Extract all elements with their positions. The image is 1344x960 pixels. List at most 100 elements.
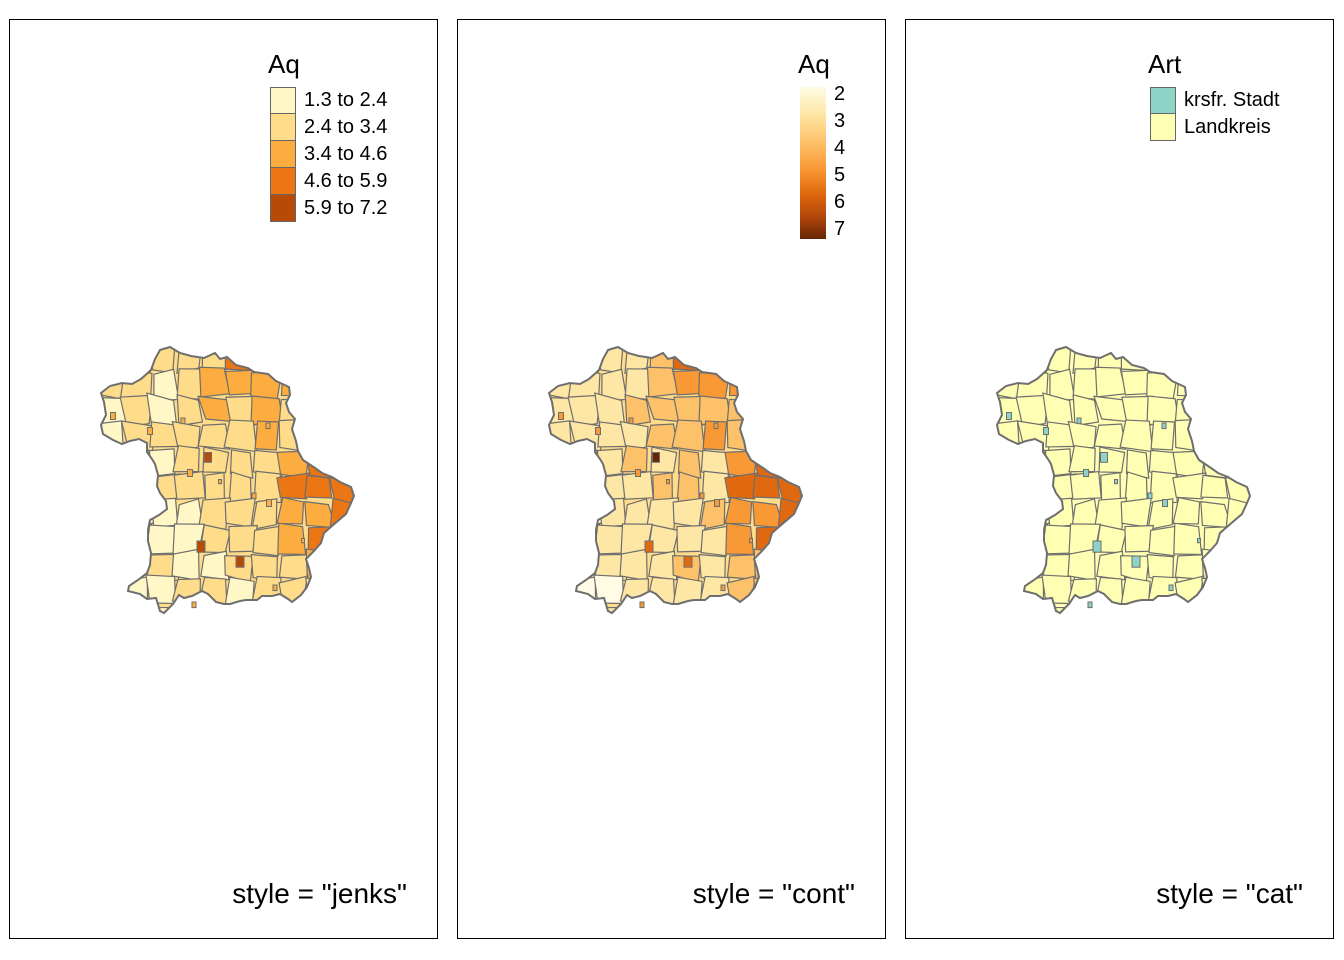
district-region bbox=[1199, 395, 1227, 427]
district-region bbox=[362, 369, 384, 394]
district-region bbox=[801, 496, 802, 532]
district-region bbox=[1224, 549, 1250, 581]
district-region bbox=[1172, 496, 1201, 525]
district-region bbox=[358, 421, 383, 451]
legend-item-label: 2.4 to 3.4 bbox=[304, 116, 388, 138]
district-region bbox=[1201, 422, 1231, 451]
legend-item: 5.9 to 7.2 bbox=[270, 195, 387, 222]
district-region bbox=[619, 548, 648, 582]
state-border bbox=[995, 345, 1252, 615]
district-region bbox=[648, 550, 678, 581]
district-region bbox=[645, 601, 677, 613]
district-region bbox=[101, 347, 126, 375]
district-region bbox=[1200, 474, 1229, 499]
city-district bbox=[628, 417, 634, 425]
district-region bbox=[697, 600, 729, 613]
district-region bbox=[228, 471, 252, 504]
district-region bbox=[775, 525, 802, 557]
district-region bbox=[1067, 420, 1097, 450]
city-district bbox=[266, 499, 272, 507]
style-caption: style = "cat" bbox=[1156, 878, 1303, 909]
city-district bbox=[110, 412, 116, 420]
district-region bbox=[101, 471, 123, 504]
district-region bbox=[672, 369, 703, 396]
district-region bbox=[549, 527, 576, 558]
district-region bbox=[360, 529, 387, 557]
legend-item-label: krsfr. Stadt bbox=[1184, 89, 1280, 111]
district-region bbox=[276, 472, 311, 500]
city-district bbox=[196, 540, 206, 553]
city-district bbox=[644, 540, 654, 553]
district-region bbox=[249, 600, 281, 613]
city-district bbox=[218, 479, 222, 485]
legend-swatch bbox=[1150, 87, 1176, 114]
district-region bbox=[1253, 552, 1281, 583]
district-region bbox=[808, 529, 835, 557]
legend-item: 2.4 to 3.4 bbox=[270, 114, 387, 141]
district-region bbox=[1174, 398, 1205, 424]
city-district bbox=[235, 555, 245, 568]
district-region bbox=[1254, 421, 1279, 451]
district-region bbox=[698, 575, 730, 610]
district-region bbox=[332, 420, 354, 450]
district-region bbox=[1067, 548, 1096, 582]
city-district bbox=[187, 469, 193, 477]
city-district bbox=[1092, 540, 1102, 553]
district-region bbox=[672, 497, 704, 528]
district-region bbox=[101, 575, 124, 608]
city-district bbox=[1168, 584, 1174, 592]
legend-item: 3.4 to 4.6 bbox=[270, 141, 387, 168]
district-region bbox=[254, 347, 279, 374]
district-region bbox=[1145, 600, 1177, 613]
district-region bbox=[780, 420, 802, 450]
district-region bbox=[751, 395, 779, 427]
legend-tick-label: 4 bbox=[834, 137, 846, 159]
city-district bbox=[1114, 479, 1118, 485]
city-district bbox=[1043, 427, 1049, 435]
district-region bbox=[172, 445, 200, 473]
district-region bbox=[101, 600, 127, 613]
district-region bbox=[777, 605, 802, 613]
district-region bbox=[151, 606, 177, 613]
district-region bbox=[119, 603, 149, 613]
district-region bbox=[276, 496, 305, 525]
district-region bbox=[1148, 524, 1180, 557]
district-region bbox=[1228, 574, 1250, 610]
district-region bbox=[120, 420, 154, 452]
district-region bbox=[1146, 395, 1180, 426]
district-region bbox=[1016, 420, 1050, 452]
city-district bbox=[180, 417, 186, 425]
district-region bbox=[810, 369, 832, 394]
district-region bbox=[353, 496, 354, 532]
district-region bbox=[250, 395, 284, 426]
district-region bbox=[223, 419, 258, 453]
district-region bbox=[752, 474, 781, 499]
district-region bbox=[780, 574, 802, 610]
district-region bbox=[567, 394, 601, 428]
district-region bbox=[997, 471, 1019, 504]
district-region bbox=[997, 575, 1020, 608]
legend-swatch bbox=[270, 141, 296, 168]
district-region bbox=[804, 603, 833, 630]
style-caption: style = "cont" bbox=[692, 878, 855, 909]
legend-tick-label: 6 bbox=[834, 191, 846, 213]
district-region bbox=[1249, 496, 1250, 532]
district-region bbox=[119, 394, 153, 428]
district-region bbox=[197, 423, 231, 450]
city-district bbox=[272, 584, 278, 592]
district-region bbox=[307, 347, 332, 374]
district-region bbox=[356, 603, 385, 630]
legend-item: Landkreis bbox=[1150, 114, 1280, 141]
district-region bbox=[1224, 449, 1250, 479]
district-region bbox=[997, 347, 1022, 375]
district-region bbox=[549, 347, 574, 375]
district-region bbox=[549, 496, 572, 531]
district-region bbox=[1256, 529, 1283, 557]
city-district bbox=[1161, 422, 1167, 430]
district-region bbox=[1124, 471, 1148, 504]
district-region bbox=[1093, 601, 1125, 613]
district-region bbox=[1175, 347, 1206, 373]
legend-title: Aq bbox=[798, 49, 830, 79]
city-district bbox=[683, 555, 693, 568]
district-region bbox=[776, 398, 802, 427]
